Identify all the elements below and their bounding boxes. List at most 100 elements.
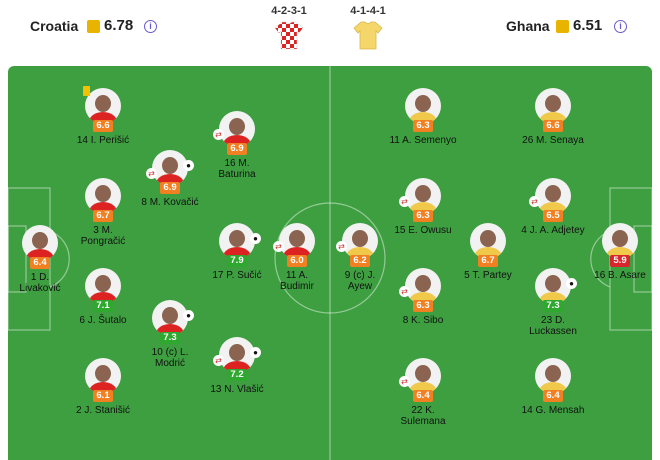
player-rating: 6.4 [413, 390, 433, 402]
player-name: P. Sučić [226, 270, 262, 281]
player-avatar [85, 178, 121, 214]
player-avatar [152, 150, 188, 186]
player-label: 10 (c) L. Modrić [144, 347, 196, 369]
player-label: 13 N. Vlašić [197, 384, 277, 395]
player-number: 4 [521, 225, 527, 236]
substitution-icon: ⇄ [213, 355, 224, 366]
player-number: 11 [389, 135, 400, 146]
player-rating: 7.9 [227, 255, 247, 267]
player-label: 4 J. A. Adjetey [513, 225, 593, 236]
substitution-icon: ⇄ [399, 196, 410, 207]
player-name: (c) L. Modrić [154, 347, 189, 369]
player-name: M. Senaya [536, 135, 584, 146]
player-number: 16 [224, 158, 236, 169]
player-rating: 6.0 [287, 255, 307, 267]
player-label: 14 G. Mensah [513, 405, 593, 416]
player-name: J. Stanišić [84, 405, 130, 416]
player-rating: 6.2 [350, 255, 370, 267]
player-number: 22 [411, 405, 423, 416]
player-avatar [85, 268, 121, 304]
player-number: 15 [394, 225, 406, 236]
player-avatar [85, 358, 121, 394]
substitution-icon: ⇄ [213, 129, 224, 140]
player-number: 8 [141, 197, 147, 208]
player-label: 2 J. Stanišić [63, 405, 143, 416]
player-rating: 6.4 [30, 257, 50, 269]
player-label: 16 B. Asare [580, 270, 660, 281]
player-label: 8 K. Sibo [383, 315, 463, 326]
player-name: K. Sibo [411, 315, 444, 326]
player-number: 5 [464, 270, 470, 281]
player-name: J. Šutalo [87, 315, 127, 326]
substitution-icon: ⇄ [146, 168, 157, 179]
player-label: 23 D. Luckassen [527, 315, 579, 337]
home-team-name: Croatia [30, 18, 79, 34]
player-avatar [219, 337, 255, 373]
player-rating: 6.9 [160, 182, 180, 194]
player-number: 11 [285, 270, 297, 281]
player-number: 23 [541, 315, 553, 326]
player-name: M. Pongračić [80, 225, 126, 247]
player-number: 17 [212, 270, 224, 281]
player-avatar [405, 358, 441, 394]
substitution-icon: ⇄ [273, 241, 284, 252]
substitution-icon: ⇄ [399, 376, 410, 387]
player-rating: 6.6 [93, 120, 113, 132]
goal-icon: ● [250, 347, 261, 358]
goal-icon: ● [250, 233, 261, 244]
info-button[interactable]: i [614, 20, 627, 33]
player-avatar [535, 358, 571, 394]
player-avatar [85, 88, 121, 124]
player-avatar [152, 300, 188, 336]
player-number: 10 [151, 347, 163, 358]
player-number: 13 [210, 384, 222, 395]
goal-icon: ● [183, 310, 194, 321]
player-number: 9 [344, 270, 351, 281]
player-rating: 7.3 [160, 332, 180, 344]
player-name: D. Livaković [19, 272, 61, 294]
player-name: T. Partey [472, 270, 512, 281]
goal-icon: ● [183, 160, 194, 171]
player-name: I. Perišić [90, 135, 130, 146]
info-button[interactable]: i [144, 20, 157, 33]
away-team-name: Ghana [506, 18, 550, 34]
player-rating: 7.2 [227, 369, 247, 381]
player-label: 26 M. Senaya [513, 135, 593, 146]
player-rating: 6.3 [413, 210, 433, 222]
player-rating: 6.3 [413, 300, 433, 312]
player-name: A. Semenyo [402, 135, 457, 146]
yellow-card-icon [83, 86, 90, 96]
player-label: 17 P. Sučić [197, 270, 277, 281]
player-name: A. Budimir [280, 270, 314, 292]
player-rating: 6.3 [413, 120, 433, 132]
player-avatar [535, 268, 571, 304]
player-number: 3 [93, 225, 99, 236]
player-avatar [535, 88, 571, 124]
player-name: D. Luckassen [529, 315, 577, 337]
player-name: B. Asare [608, 270, 646, 281]
player-name: J. A. Adjetey [529, 225, 585, 236]
player-name: (c) J. Ayew [347, 270, 376, 292]
home-shirt [274, 21, 304, 50]
rating-icon [87, 20, 100, 33]
player-avatar [219, 223, 255, 259]
player-number: 8 [402, 315, 409, 326]
goal-icon: ● [566, 278, 577, 289]
player-rating: 6.7 [93, 210, 113, 222]
player-label: 22 K. Sulemana [397, 405, 449, 427]
player-rating: 7.1 [93, 300, 113, 312]
player-number: 6 [79, 315, 85, 326]
player-label: 14 I. Perišić [63, 135, 143, 146]
player-avatar [279, 223, 315, 259]
player-name: K. Sulemana [400, 405, 446, 427]
player-name: M. Kovačić [149, 197, 199, 208]
player-rating: 6.9 [227, 143, 247, 155]
player-rating: 6.1 [93, 390, 113, 402]
player-label: 9 (c) J. Ayew [334, 270, 386, 292]
player-avatar [602, 223, 638, 259]
substitution-icon: ⇄ [399, 286, 410, 297]
player-rating: 5.9 [610, 255, 630, 267]
player-avatar [342, 223, 378, 259]
player-name: N. Vlašić [224, 384, 264, 395]
